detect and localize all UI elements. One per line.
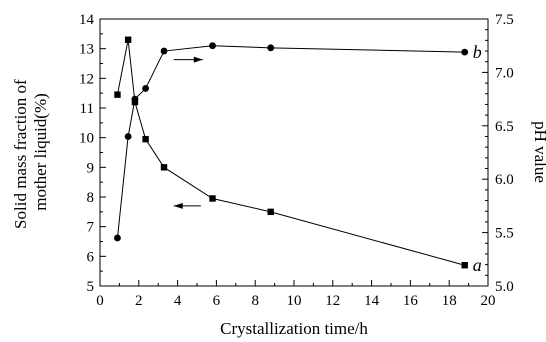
x-tick-label: 4 xyxy=(174,293,182,309)
left-y-axis-title: Solid mass fraction of mother liquid(%) xyxy=(11,75,50,229)
x-tick-label: 18 xyxy=(442,293,457,309)
left-y-tick-label: 7 xyxy=(87,220,95,236)
right-y-axis-title: pH value xyxy=(531,121,546,183)
left-y-tick-label: 10 xyxy=(79,131,94,147)
x-tick-label: 6 xyxy=(213,293,221,309)
left-y-axis: 5 6 7 8 9 10 11 12 13 14 xyxy=(79,12,106,295)
annotation-layer xyxy=(173,56,203,209)
series-layer: ab xyxy=(114,36,482,275)
x-tick-label: 20 xyxy=(481,293,496,309)
left-y-tick-label: 14 xyxy=(79,12,95,28)
series-a-point xyxy=(142,135,149,143)
arrow-left-head xyxy=(173,202,183,209)
series-b-line xyxy=(116,45,465,238)
x-tick-label: 2 xyxy=(135,293,143,309)
x-tick-label: 0 xyxy=(96,293,104,309)
x-tick-label: 8 xyxy=(251,293,259,309)
series-a-label: a xyxy=(473,255,482,275)
right-y-tick-label: 5.0 xyxy=(495,279,514,295)
series-a-point xyxy=(160,164,168,171)
series-b-label: b xyxy=(473,42,482,62)
x-axis: 0 2 4 6 8 10 12 14 16 18 20 xyxy=(96,280,496,309)
right-y-tick-label: 7.0 xyxy=(495,65,514,81)
x-tick-label: 14 xyxy=(364,293,380,309)
series-a-point xyxy=(114,91,121,98)
x-axis-title: Crystallization time/h xyxy=(220,319,368,338)
series-b-point xyxy=(142,85,149,92)
left-y-axis-title-line-1: Solid mass fraction of xyxy=(11,79,30,229)
left-y-tick-label: 6 xyxy=(87,249,95,265)
series-b-point xyxy=(124,133,132,140)
arrow-right-head xyxy=(193,56,203,63)
left-y-tick-label: 12 xyxy=(79,71,94,87)
series-b-point xyxy=(160,47,168,55)
series-b-point xyxy=(267,44,275,52)
series-b-point xyxy=(114,234,121,242)
left-y-axis-title-line-2: mother liquid(%) xyxy=(31,93,50,211)
right-y-tick-label: 7.5 xyxy=(495,12,514,28)
series-a-point xyxy=(267,208,274,216)
series-a-point xyxy=(461,262,468,269)
left-y-tick-label: 9 xyxy=(87,160,95,176)
series-a-line xyxy=(116,39,465,266)
left-y-tick-label: 11 xyxy=(80,101,94,117)
x-tick-label: 16 xyxy=(403,293,419,309)
x-tick-label: 10 xyxy=(287,293,302,309)
right-y-axis: 5.0 5.5 6.0 6.5 7.0 7.5 xyxy=(482,12,514,295)
plot-frame xyxy=(99,18,489,287)
right-y-tick-label: 6.5 xyxy=(495,119,514,135)
series-a-point xyxy=(124,36,132,43)
series-b-point xyxy=(209,42,216,50)
series-b-point xyxy=(461,48,469,56)
left-y-tick-label: 8 xyxy=(87,190,95,206)
right-y-tick-label: 6.0 xyxy=(495,172,514,188)
series-b-point xyxy=(131,95,139,103)
left-y-tick-label: 5 xyxy=(87,279,95,295)
x-tick-label: 12 xyxy=(325,293,340,309)
left-y-tick-label: 13 xyxy=(79,42,94,58)
right-y-tick-label: 5.5 xyxy=(495,226,514,242)
series-a-point xyxy=(209,195,216,202)
